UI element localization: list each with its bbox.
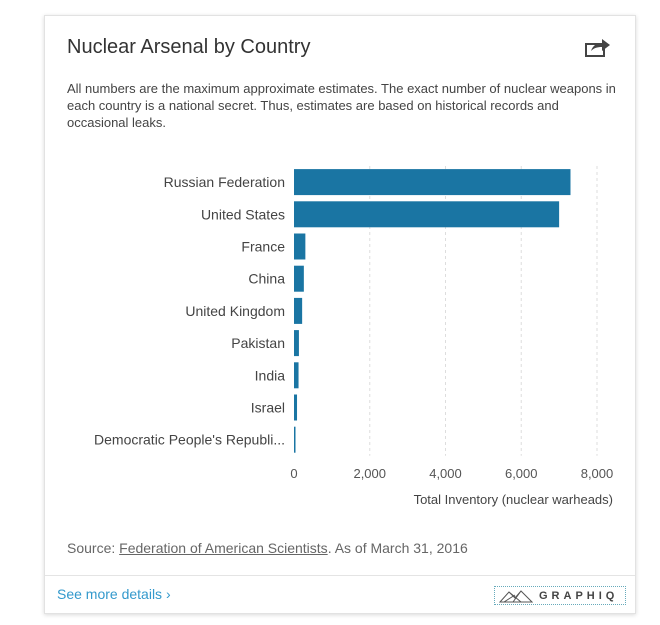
x-tick-label: 2,000: [353, 466, 386, 481]
category-label: Israel: [251, 400, 285, 416]
source-date: . As of March 31, 2016: [327, 540, 468, 556]
category-label: United Kingdom: [185, 303, 285, 319]
share-icon[interactable]: [585, 36, 611, 58]
card-title: Nuclear Arsenal by Country: [67, 36, 311, 58]
x-tick-label: 0: [290, 466, 297, 481]
bar-france: [294, 233, 306, 260]
category-label: Pakistan: [231, 335, 285, 351]
see-more-link[interactable]: See more details ›: [57, 586, 171, 602]
description: All numbers are the maximum approximate …: [67, 81, 616, 130]
chart-card: Nuclear Arsenal by Country All numbers a…: [44, 15, 636, 614]
source-line: Source: Federation of American Scientist…: [67, 540, 468, 556]
bar-india: [294, 362, 299, 389]
category-label: United States: [201, 206, 285, 222]
x-tick-label: 6,000: [505, 466, 538, 481]
graphiq-mountain-icon: [499, 589, 533, 602]
graphiq-logo[interactable]: GRAPHIQ: [494, 586, 626, 605]
bar-chart: 0 2,000 4,000 6,000 8,000 Russian Federation U…: [94, 166, 614, 507]
logo-text: GRAPHIQ: [539, 589, 619, 602]
category-label: Russian Federation: [164, 174, 285, 190]
bar-russian-federation: [294, 169, 571, 196]
bar-united-states: [294, 201, 560, 228]
card-footer: See more details › GRAPHIQ: [45, 575, 635, 614]
category-label: France: [241, 239, 285, 255]
bar-democratic-people-s-republi-: [294, 426, 296, 453]
category-label: China: [248, 271, 285, 287]
category-label: India: [255, 367, 286, 383]
bar-israel: [294, 394, 298, 421]
x-tick-label: 8,000: [581, 466, 614, 481]
bar-pakistan: [294, 330, 299, 357]
category-label: Democratic People's Republi...: [94, 432, 285, 448]
source-link[interactable]: Federation of American Scientists: [119, 540, 328, 556]
source-prefix: Source:: [67, 540, 120, 556]
x-axis-title: Total Inventory (nuclear warheads): [414, 492, 613, 507]
bar-china: [294, 265, 304, 292]
bar-united-kingdom: [294, 297, 303, 324]
x-tick-label: 4,000: [429, 466, 462, 481]
